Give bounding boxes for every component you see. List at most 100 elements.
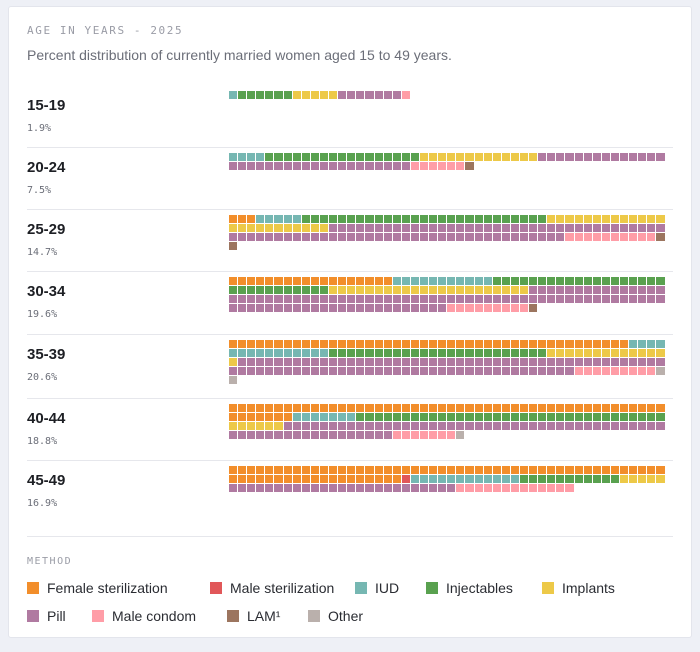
waffle-cell-fs [283,413,292,422]
waffle-cell-pill [274,162,283,171]
age-row-30-34: 30-34 19.6% [9,277,693,339]
waffle-cell-imp [274,422,283,431]
waffle-cell-fs [356,340,365,349]
waffle-cell-inj [374,215,383,224]
waffle-cell-fs [620,466,629,475]
waffle-cell-inj [292,286,301,295]
waffle-cell-imp [310,224,319,233]
waffle-cell-lam [529,304,538,313]
waffle-cell-imp [529,153,538,162]
waffle-cell-fs [347,404,356,413]
waffle-cell-fs [419,404,429,413]
waffle-cell-inj [438,413,447,422]
waffle-cell-fs [520,404,529,413]
waffle-cell-fs [474,404,483,413]
waffle-cell-imp [638,215,647,224]
waffle-cell-fs [610,466,620,475]
waffle-cell-pill [383,431,392,440]
waffle-cell-imp [310,91,319,100]
waffle-cell-fs [410,466,419,475]
waffle-cell-pill [338,233,347,242]
waffle-cell-fs [265,340,274,349]
waffle-cell-inj [356,215,365,224]
age-share-label: 1.9% [27,123,52,134]
waffle-cell-fs [247,475,256,484]
waffle-cell-pill [465,295,474,304]
waffle-cell-imp [265,422,274,431]
waffle-cell-pill [283,162,292,171]
waffle-cell-inj [356,153,365,162]
waffle-cell-mc [556,484,565,493]
waffle-cell-pill [238,367,247,376]
waffle-cell-pill [410,304,419,313]
waffle-cell-inj [401,349,410,358]
waffle-cell-pill [392,422,401,431]
waffle-cell-inj [556,413,565,422]
waffle-cell-iud [438,277,447,286]
waffle-cell-fs [338,340,347,349]
waffle-cell-imp [429,286,438,295]
waffle-cell-fs [238,466,247,475]
waffle-cell-pill [256,162,265,171]
waffle-cell-pill [401,295,410,304]
waffle-cell-inj [456,349,465,358]
waffle-cell-pill [347,367,356,376]
waffle-cell-mc [592,367,601,376]
waffle-cell-inj [265,153,274,162]
waffle-cell-fs [374,466,383,475]
waffle-cell-inj [429,349,438,358]
waffle-cell-fs [310,340,319,349]
legend-item-lam: LAM¹ [227,608,280,624]
waffle-cell-inj [392,153,401,162]
waffle-cell-pill [265,304,274,313]
waffle-cell-mc [520,304,529,313]
waffle-grid [229,153,665,171]
waffle-cell-pill [419,358,429,367]
waffle-cell-pill [365,233,374,242]
waffle-cell-pill [538,286,547,295]
waffle-cell-fs [401,466,410,475]
waffle-cell-inj [547,475,556,484]
waffle-cell-imp [465,286,474,295]
age-share-label: 14.7% [27,247,58,258]
waffle-cell-imp [374,286,383,295]
waffle-cell-pill [374,358,383,367]
waffle-cell-inj [338,153,347,162]
waffle-cell-imp [238,224,247,233]
waffle-cell-pill [429,304,438,313]
waffle-cell-fs [265,466,274,475]
waffle-cell-imp [620,475,629,484]
waffle-cell-pill [510,224,519,233]
waffle-cell-iud [310,349,319,358]
waffle-cell-iud [401,277,410,286]
waffle-cell-inj [365,413,374,422]
waffle-cell-pill [620,295,629,304]
waffle-cell-fs [274,340,283,349]
waffle-cell-pill [274,295,283,304]
waffle-cell-iud [456,277,465,286]
age-share-label: 18.8% [27,436,58,447]
waffle-cell-fs [301,340,310,349]
waffle-cell-inj [319,286,329,295]
waffle-cell-pill [356,484,365,493]
waffle-cell-lam [656,233,665,242]
waffle-cell-mc [483,484,492,493]
row-divider [27,147,673,148]
waffle-cell-fs [583,466,592,475]
waffle-cell-inj [238,286,247,295]
waffle-cell-pill [310,358,319,367]
waffle-cell-inj [419,349,429,358]
waffle-cell-pill [392,224,401,233]
waffle-cell-pill [583,224,592,233]
waffle-cell-mc [456,484,465,493]
waffle-cell-pill [292,233,301,242]
waffle-cell-pill [410,233,419,242]
waffle-cell-pill [529,358,538,367]
waffle-cell-fs [474,466,483,475]
waffle-cell-inj [429,215,438,224]
waffle-cell-fs [274,466,283,475]
waffle-cell-fs [283,404,292,413]
waffle-cell-pill [392,484,401,493]
waffle-cell-pill [520,295,529,304]
waffle-cell-fs [247,277,256,286]
